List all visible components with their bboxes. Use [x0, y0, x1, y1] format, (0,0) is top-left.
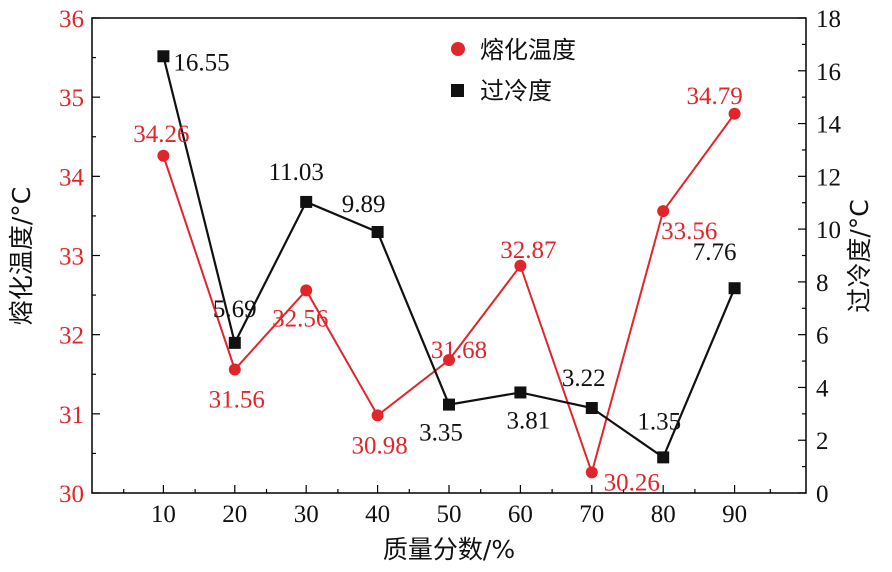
supercooling-data-label: 9.89 — [342, 191, 386, 218]
x-tick-label: 60 — [508, 501, 533, 528]
supercooling-point — [228, 336, 241, 349]
x-tick-label: 70 — [579, 501, 604, 528]
supercooling-data-label: 3.35 — [419, 420, 463, 447]
supercooling-data-label: 1.35 — [637, 408, 681, 435]
x-axis-title: 质量分数/% — [383, 535, 515, 564]
melting-temp-data-label: 33.56 — [661, 218, 717, 245]
melting-temp-point — [228, 363, 241, 376]
melting-temp-data-label: 31.68 — [431, 337, 487, 364]
melting-temp-data-label: 31.56 — [209, 387, 265, 414]
series-layer — [157, 50, 741, 479]
supercooling-point — [443, 398, 455, 411]
supercooling-data-label: 5.69 — [213, 296, 257, 323]
left-tick-label: 34 — [59, 164, 85, 191]
legend-marker-melting-temp — [451, 42, 465, 56]
right-tick-label: 0 — [816, 481, 829, 508]
right-tick-label: 16 — [816, 59, 841, 86]
right-tick-label: 4 — [816, 375, 829, 402]
x-tick-label: 30 — [294, 501, 319, 528]
left-tick-label: 30 — [59, 481, 84, 508]
melting-temp-data-label: 30.26 — [604, 469, 660, 496]
x-tick-label: 20 — [222, 501, 247, 528]
melting-temp-data-label: 32.87 — [500, 237, 556, 264]
supercooling-data-label: 11.03 — [269, 159, 324, 186]
melting-temp-data-label: 34.79 — [686, 83, 742, 110]
legend-label-melting-temp: 熔化温度 — [480, 36, 576, 64]
right-tick-label: 2 — [816, 428, 829, 455]
data-labels-layer: 34.26 31.56 32.56 30.98 31.68 32.87 30.26 33.56… — [133, 49, 742, 496]
right-tick-label: 10 — [816, 217, 841, 244]
left-tick-label: 32 — [59, 323, 84, 350]
x-tick-label: 50 — [437, 501, 462, 528]
supercooling-data-label: 16.55 — [173, 49, 229, 76]
melting-temp-point — [371, 409, 384, 422]
left-axis-title: 熔化温度/°C — [7, 187, 36, 325]
melting-temp-point — [657, 205, 670, 218]
right-tick-label: 8 — [816, 270, 829, 297]
melting-temp-data-label: 34.26 — [133, 121, 189, 148]
supercooling-point — [514, 386, 527, 399]
supercooling-point — [728, 282, 741, 295]
melting-temp-data-label: 30.98 — [351, 432, 407, 459]
legend: 熔化温度 过冷度 — [451, 36, 576, 105]
left-tick-label: 36 — [59, 6, 84, 33]
x-tick-label: 40 — [365, 501, 390, 528]
supercooling-point — [300, 195, 313, 208]
left-axis-ticks: 30 31 32 33 34 35 36 — [59, 6, 100, 508]
supercooling-data-label: 3.81 — [507, 407, 551, 434]
right-tick-label: 18 — [816, 6, 841, 33]
right-tick-label: 6 — [816, 323, 829, 350]
right-tick-label: 12 — [816, 164, 841, 191]
supercooling-point — [585, 402, 598, 415]
melting-temp-point — [157, 149, 170, 162]
supercooling-data-label: 7.76 — [693, 239, 737, 266]
left-tick-label: 35 — [59, 85, 84, 112]
left-tick-label: 33 — [59, 244, 84, 271]
left-tick-label: 31 — [59, 402, 84, 429]
x-tick-label: 80 — [651, 501, 676, 528]
melting-temp-point — [514, 259, 527, 272]
right-axis-ticks: 0 2 4 6 8 10 12 14 16 18 — [798, 6, 842, 508]
x-tick-label: 10 — [151, 501, 176, 528]
melting-temp-data-label: 32.56 — [272, 305, 328, 332]
right-tick-label: 14 — [816, 112, 842, 139]
supercooling-point — [157, 50, 170, 63]
melting-temp-point — [443, 354, 455, 366]
legend-label-supercooling: 过冷度 — [480, 77, 552, 105]
right-axis-title: 过冷度/°C — [845, 199, 874, 312]
supercooling-point — [371, 226, 384, 239]
x-tick-label: 90 — [722, 501, 747, 528]
melting-temp-point — [300, 284, 313, 297]
x-axis-ticks: 10 20 30 40 50 60 70 80 90 — [123, 485, 771, 528]
legend-marker-supercooling — [451, 84, 464, 97]
melting-temp-point — [585, 466, 598, 479]
supercooling-point — [657, 451, 670, 464]
melting-temp-point — [728, 107, 741, 120]
supercooling-data-label: 3.22 — [562, 365, 606, 392]
